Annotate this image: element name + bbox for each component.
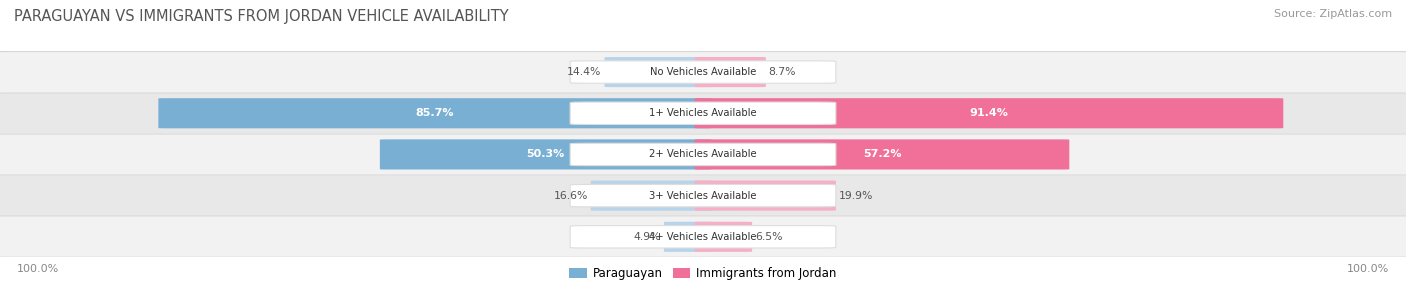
Text: 57.2%: 57.2% <box>863 150 901 159</box>
Text: 16.6%: 16.6% <box>554 191 588 200</box>
FancyBboxPatch shape <box>571 184 835 207</box>
FancyBboxPatch shape <box>695 98 1284 128</box>
FancyBboxPatch shape <box>159 98 711 128</box>
FancyBboxPatch shape <box>695 139 1070 170</box>
Text: 4.9%: 4.9% <box>634 232 661 242</box>
Text: 1+ Vehicles Available: 1+ Vehicles Available <box>650 108 756 118</box>
Text: Source: ZipAtlas.com: Source: ZipAtlas.com <box>1274 9 1392 19</box>
FancyBboxPatch shape <box>695 222 752 252</box>
FancyBboxPatch shape <box>0 175 1406 216</box>
FancyBboxPatch shape <box>0 217 1406 257</box>
FancyBboxPatch shape <box>380 139 711 170</box>
Text: 50.3%: 50.3% <box>526 150 565 159</box>
FancyBboxPatch shape <box>0 52 1406 92</box>
Text: 6.5%: 6.5% <box>755 232 782 242</box>
Text: 85.7%: 85.7% <box>416 108 454 118</box>
Text: 3+ Vehicles Available: 3+ Vehicles Available <box>650 191 756 200</box>
Text: 100.0%: 100.0% <box>17 264 59 274</box>
FancyBboxPatch shape <box>571 226 835 248</box>
Text: PARAGUAYAN VS IMMIGRANTS FROM JORDAN VEHICLE AVAILABILITY: PARAGUAYAN VS IMMIGRANTS FROM JORDAN VEH… <box>14 9 509 23</box>
FancyBboxPatch shape <box>0 93 1406 134</box>
FancyBboxPatch shape <box>571 61 835 83</box>
Text: 4+ Vehicles Available: 4+ Vehicles Available <box>650 232 756 242</box>
Text: 100.0%: 100.0% <box>1347 264 1389 274</box>
FancyBboxPatch shape <box>605 57 711 87</box>
Text: 2+ Vehicles Available: 2+ Vehicles Available <box>650 150 756 159</box>
FancyBboxPatch shape <box>0 134 1406 175</box>
FancyBboxPatch shape <box>695 57 766 87</box>
Legend: Paraguayan, Immigrants from Jordan: Paraguayan, Immigrants from Jordan <box>569 267 837 280</box>
FancyBboxPatch shape <box>571 102 835 124</box>
FancyBboxPatch shape <box>591 180 711 211</box>
Text: 14.4%: 14.4% <box>567 67 602 77</box>
FancyBboxPatch shape <box>695 180 837 211</box>
Text: 91.4%: 91.4% <box>970 108 1008 118</box>
Text: 8.7%: 8.7% <box>769 67 796 77</box>
FancyBboxPatch shape <box>571 143 835 166</box>
Text: 19.9%: 19.9% <box>839 191 873 200</box>
FancyBboxPatch shape <box>664 222 711 252</box>
Text: No Vehicles Available: No Vehicles Available <box>650 67 756 77</box>
